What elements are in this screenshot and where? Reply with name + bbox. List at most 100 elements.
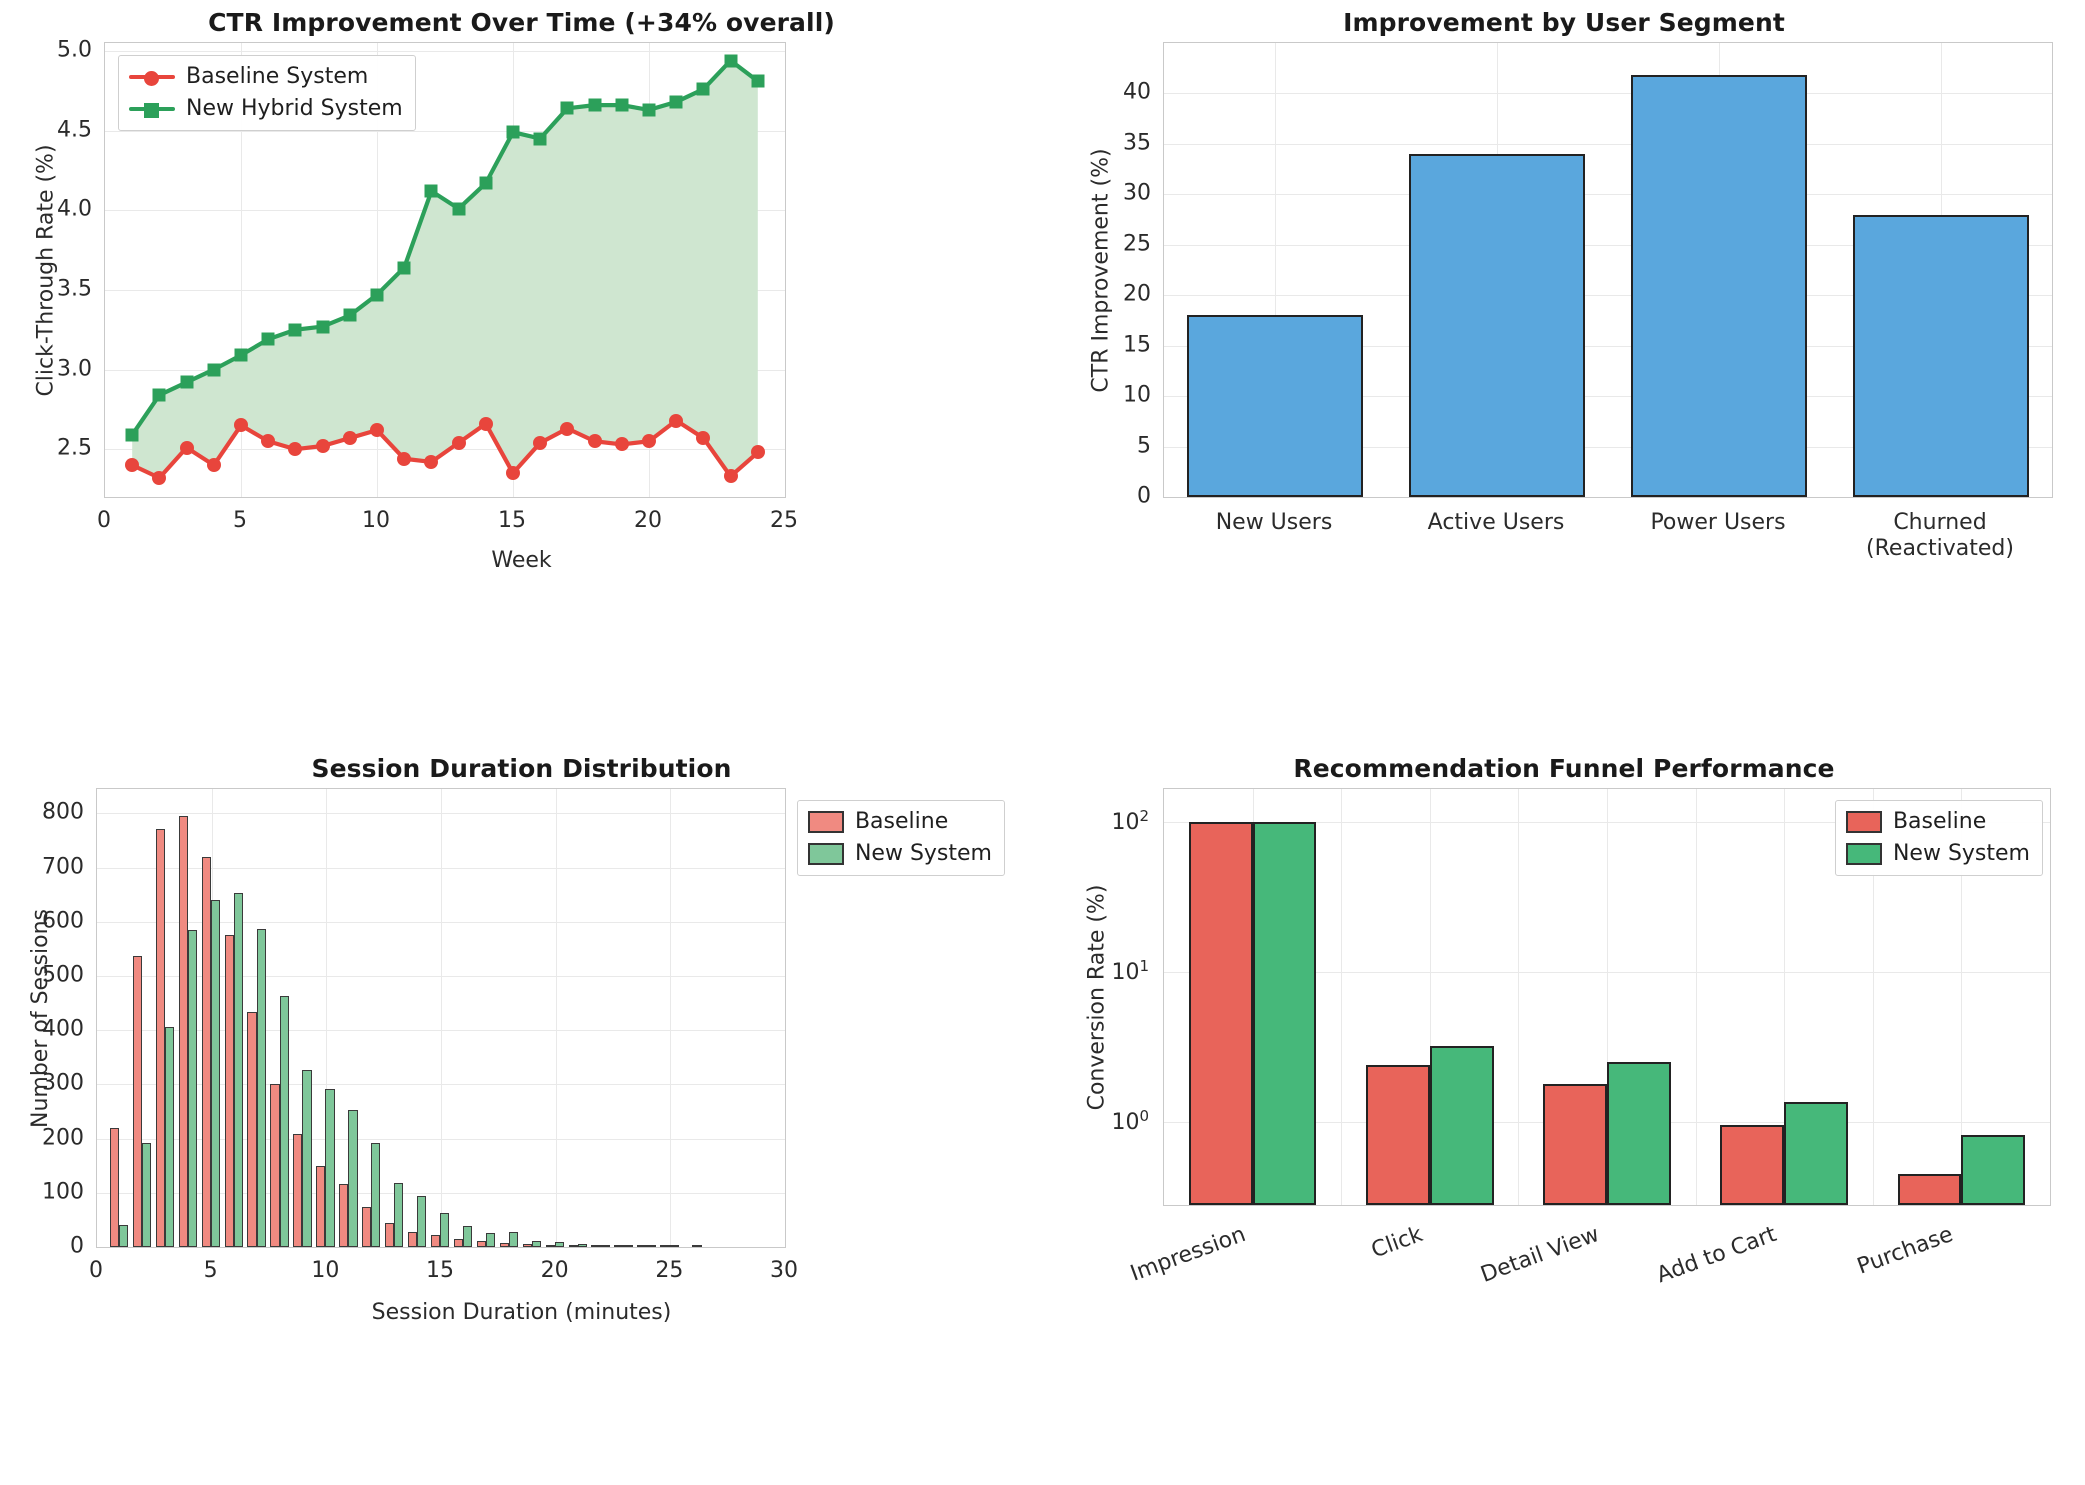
y-tick-label: 200 — [42, 1125, 84, 1151]
histogram-bar — [210, 900, 220, 1247]
ctr-chart-title: CTR Improvement Over Time (+34% overall) — [208, 8, 835, 37]
y-gridline — [1164, 446, 2052, 448]
category-center-gridline — [1961, 789, 1963, 1205]
y-tick-label: 102 — [1111, 806, 1149, 835]
histogram-bar — [614, 1245, 624, 1247]
funnel-bar — [1784, 1102, 1848, 1205]
y-tick-label: 4.5 — [57, 117, 92, 143]
histogram-bar — [417, 1195, 427, 1247]
y-tick-label: 25 — [1123, 231, 1151, 257]
baseline-data-point — [234, 418, 248, 433]
histogram-bar — [430, 1234, 441, 1247]
y-tick-label: 500 — [42, 962, 84, 988]
y-tick-label: 2.5 — [57, 435, 92, 461]
histogram-bar — [531, 1241, 541, 1247]
segment-chart-title: Improvement by User Segment — [1343, 8, 1785, 37]
histogram-bar — [554, 1242, 564, 1247]
hybrid-data-point — [669, 95, 683, 109]
funnel-new-system-swatch-icon — [1845, 842, 1882, 865]
histogram-bar — [508, 1232, 519, 1247]
funnel-bar — [1607, 1062, 1671, 1205]
funnel-bar — [1720, 1125, 1785, 1205]
x-tick-label: Churned (Reactivated) — [1866, 510, 2014, 561]
histogram-bar — [119, 1224, 129, 1247]
histogram-bar — [164, 1026, 175, 1247]
baseline-data-point — [533, 435, 548, 450]
hybrid-data-point — [506, 125, 520, 139]
funnel-x-tick-label: Add to Cart — [1653, 1222, 1780, 1289]
y-tick-label: 4.0 — [57, 196, 92, 222]
histogram-bar — [109, 1127, 119, 1247]
segment-bar — [1631, 75, 1807, 497]
histogram-bar — [646, 1245, 656, 1247]
panel-funnel-performance: Recommendation Funnel Performance Conver… — [1043, 742, 2085, 1485]
histogram-bar — [247, 1012, 257, 1247]
histogram-bar — [591, 1245, 601, 1247]
funnel-x-tick-label: Purchase — [1854, 1222, 1957, 1280]
hybrid-data-point — [424, 184, 438, 198]
y-gridline — [105, 130, 785, 132]
histogram-bar — [692, 1245, 702, 1247]
legend-item-funnel-baseline: Baseline — [1845, 809, 2030, 834]
baseline-line-swatch-icon — [129, 68, 175, 86]
x-gridline — [555, 789, 557, 1247]
baseline-data-point — [506, 466, 520, 481]
histogram-bar — [224, 935, 234, 1247]
baseline-data-point — [696, 431, 711, 446]
x-tick-label: Active Users — [1427, 510, 1565, 535]
funnel-x-tick-label: Click — [1367, 1222, 1426, 1264]
x-tick-label: 15 — [498, 508, 526, 533]
baseline-data-point — [179, 440, 194, 455]
x-tick-label: Power Users — [1650, 510, 1786, 535]
funnel-x-tick-label: Detail View — [1477, 1222, 1603, 1288]
y-tick-label: 300 — [42, 1070, 84, 1096]
y-gridline — [1164, 497, 2052, 498]
y-tick-label: 10 — [1123, 382, 1151, 408]
histogram-bar — [178, 816, 188, 1247]
histogram-bar — [325, 1089, 335, 1247]
new-system-swatch-icon — [807, 842, 844, 865]
funnel-bar — [1897, 1174, 1962, 1205]
funnel-bar — [1366, 1064, 1430, 1205]
hybrid-data-point — [533, 132, 547, 146]
x-gridline — [441, 789, 442, 1247]
category-center-gridline — [1607, 789, 1608, 1205]
y-tick-label: 35 — [1123, 130, 1151, 156]
hybrid-data-point — [479, 176, 493, 190]
y-gridline — [1164, 143, 2052, 145]
histogram-bar — [407, 1231, 418, 1247]
segment-bar — [1409, 153, 1585, 497]
histogram-bar — [155, 829, 165, 1247]
histogram-bar — [577, 1243, 587, 1247]
x-tick-label: 10 — [362, 508, 390, 533]
histogram-bar — [256, 929, 266, 1247]
hybrid-data-point — [370, 288, 384, 302]
y-gridline — [1164, 194, 2052, 196]
histogram-bar — [522, 1243, 532, 1247]
x-tick-label: New Users — [1215, 510, 1333, 535]
histogram-bar — [623, 1245, 633, 1247]
hybrid-data-point — [724, 54, 738, 68]
y-tick-label: 101 — [1111, 956, 1149, 985]
hybrid-data-point — [452, 202, 466, 216]
y-tick-label: 5 — [1137, 433, 1151, 459]
baseline-data-point — [424, 454, 439, 469]
x-tick-label: 25 — [770, 508, 798, 533]
segment-bar — [1853, 214, 2029, 497]
y-gridline — [97, 1247, 785, 1248]
y-tick-label: 5.0 — [57, 37, 92, 63]
x-tick-label: 0 — [97, 508, 111, 533]
funnel-bar — [1961, 1134, 2026, 1205]
baseline-data-point — [723, 469, 738, 484]
funnel-bar — [1188, 821, 1253, 1205]
hybrid-data-point — [751, 74, 765, 88]
y-gridline — [1164, 396, 2052, 398]
y-gridline — [1164, 295, 2052, 297]
legend-label-baseline: Baseline — [854, 809, 949, 834]
x-tick-label: 5 — [203, 1258, 218, 1283]
histogram-bar — [545, 1244, 555, 1247]
histogram-bar — [302, 1069, 312, 1247]
y-tick-label: 800 — [42, 799, 84, 825]
ctr-fill-area — [132, 60, 758, 478]
